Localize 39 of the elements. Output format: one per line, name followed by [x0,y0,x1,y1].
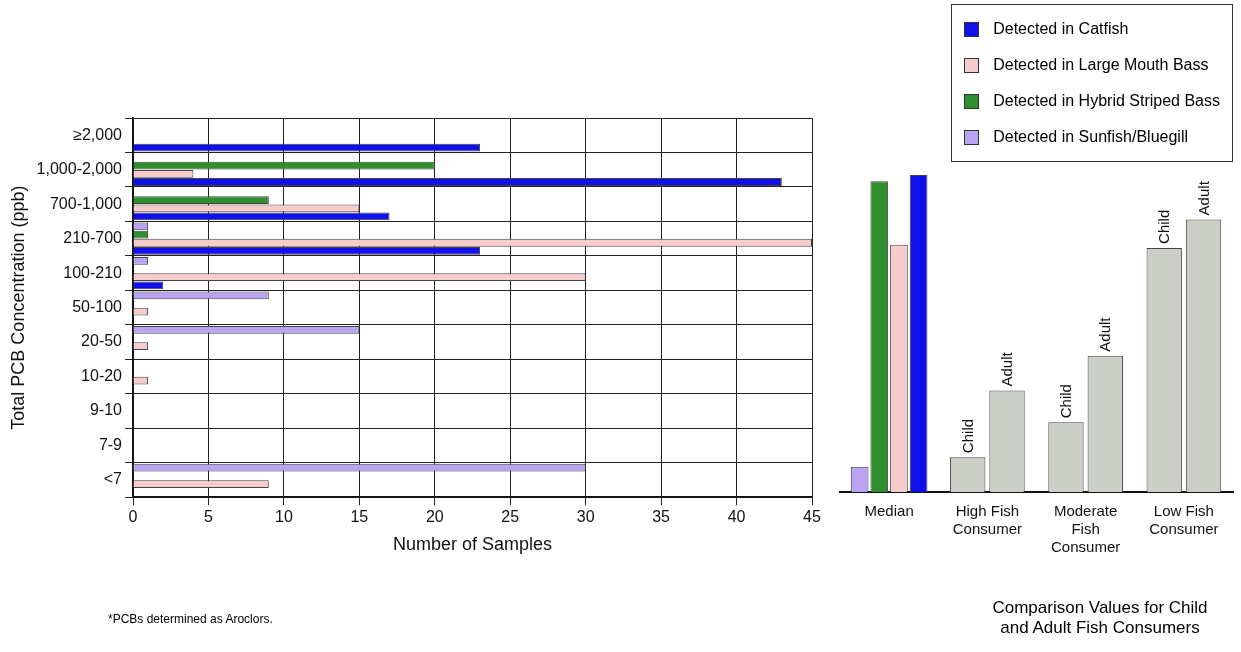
x-tick-label: Moderate Fish Consumer [1051,502,1121,556]
y-tick-label: 7-9 [98,435,123,453]
x-tick-label: 45 [803,508,821,526]
text: *PCBs determined as Aroclors. [108,612,273,626]
x-tick-label: 25 [501,508,520,526]
y-tick-label: 9-10 [89,401,123,419]
legend-label: Detected in Catfish [993,20,1129,38]
x-tick-label: 40 [727,508,746,526]
x-axis-title: Comparison Values for Child and Adult Fish Consumers [991,598,1209,638]
x-axis-title: Number of Samples [392,534,553,555]
x-tick-label: 35 [652,508,671,526]
text: Adult [998,351,1016,387]
x-tick-label: High Fish Consumer [952,502,1022,538]
y-tick-label: 1,000-2,000 [36,160,123,178]
x-tick-label: 0 [128,508,138,526]
text: Child [958,418,976,454]
x-tick-label: 30 [576,508,595,526]
legend-label: Detected in Large Mouth Bass [993,56,1209,74]
x-tick-label: 15 [350,508,369,526]
x-tick-label: 5 [204,508,213,526]
text: Child [1155,209,1173,244]
x-tick-label: 20 [425,508,444,526]
y-tick-label: 10-20 [81,366,123,384]
y-tick-label: 20-50 [81,332,123,350]
y-tick-label: 700-1,000 [49,194,123,212]
y-axis-title: Total PCB Concentration (ppb) [7,185,28,430]
x-tick-label: 10 [275,508,293,526]
y-tick-label: 50-100 [72,298,123,316]
y-tick-label: 210-700 [63,229,123,247]
y-tick-label: ≥2,000 [73,125,123,143]
y-tick-label: <7 [103,470,123,488]
legend-label: Detected in Hybrid Striped Bass [993,92,1220,110]
text: Child [1056,384,1074,419]
y-tick-label: 100-210 [63,263,123,281]
x-tick-label: Low Fish Consumer [1149,502,1219,538]
x-tick-label: Median [864,502,914,520]
legend-label: Detected in Sunfish/Bluegill [993,128,1188,146]
text: Adult [1194,181,1212,216]
text: Adult [1096,317,1114,352]
